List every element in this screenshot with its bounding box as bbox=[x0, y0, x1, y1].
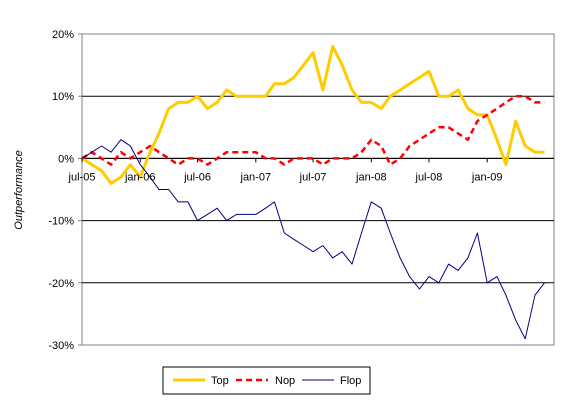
y-axis-ticks: -30% -20% -10% 0% 10% 20% bbox=[48, 29, 82, 352]
x-tick-label: jul-08 bbox=[415, 171, 443, 183]
legend-label-nop: Nop bbox=[275, 375, 295, 387]
series-line-nop bbox=[81, 94, 545, 166]
y-tick-label: -30% bbox=[48, 340, 74, 352]
x-axis-ticks: jul-05 jan-06 jul-06 jan-07 jul-07 jan-08 jul-… bbox=[68, 158, 503, 183]
legend-label-top: Top bbox=[211, 375, 229, 387]
y-tick-label: 10% bbox=[52, 91, 74, 103]
x-tick-label: jan-06 bbox=[124, 171, 156, 183]
plot-area bbox=[81, 33, 555, 346]
y-tick-label: -10% bbox=[48, 216, 74, 228]
series-group bbox=[81, 44, 545, 340]
y-tick-label: -20% bbox=[48, 278, 74, 290]
y-tick-label: 20% bbox=[52, 29, 74, 41]
y-axis-title: Outperformance bbox=[13, 150, 25, 229]
x-tick-label: jul-05 bbox=[68, 171, 96, 183]
x-tick-label: jan-07 bbox=[240, 171, 272, 183]
x-tick-label: jan-09 bbox=[471, 171, 503, 183]
series-line-flop bbox=[81, 139, 545, 340]
x-tick-label: jan-08 bbox=[355, 171, 387, 183]
legend-label-flop: Flop bbox=[340, 375, 361, 387]
x-tick-label: jul-06 bbox=[183, 171, 211, 183]
x-tick-label: jul-07 bbox=[299, 171, 327, 183]
y-tick-label: 0% bbox=[58, 153, 74, 165]
plot-frame bbox=[81, 33, 555, 346]
legend: Top Nop Flop bbox=[162, 366, 371, 395]
series-line-top bbox=[81, 44, 545, 185]
